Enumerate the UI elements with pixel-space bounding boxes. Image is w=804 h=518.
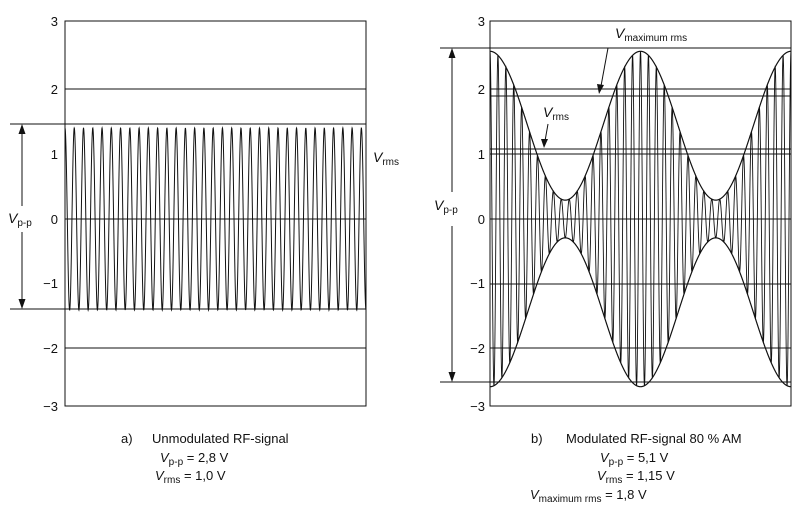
panel-b-vrms-arrow bbox=[544, 123, 549, 142]
panel-b-frame bbox=[489, 20, 792, 407]
panel-a-tick-2: 2 bbox=[51, 82, 58, 97]
panel-b-tick-neg2: −2 bbox=[470, 341, 485, 356]
panel-b-caption-letter: b) bbox=[531, 431, 543, 446]
panel-b-lower-envelope bbox=[490, 237, 791, 388]
panel-b-tick-neg3: −3 bbox=[470, 399, 485, 414]
panel-b-tick-neg1: −1 bbox=[470, 276, 485, 291]
panel-b-vmax-label: Vmaximum rms bbox=[615, 25, 687, 44]
panel-b-upper-envelope bbox=[490, 50, 791, 201]
panel-b: 3 2 1 0 −1 −2 −3 Vp-p Vmaximum rms Vrms … bbox=[434, 14, 792, 505]
panel-a-caption-title: Unmodulated RF-signal bbox=[152, 431, 289, 446]
panel-a-vpp-arrowhead-top bbox=[18, 124, 26, 134]
panel-b-vpp-arrowhead-top bbox=[448, 48, 456, 58]
panel-b-tick-2: 2 bbox=[478, 82, 485, 97]
panel-b-caption-vmax: Vmaximum rms = 1,8 V bbox=[530, 487, 647, 505]
panel-b-caption-vpp: Vp-p = 5,1 V bbox=[600, 450, 669, 468]
panel-b-vrms-label: Vrms bbox=[543, 104, 569, 123]
panel-b-vmax-arrow bbox=[600, 47, 609, 87]
panel-b-modulated-wave bbox=[489, 51, 792, 387]
panel-b-tick-1: 1 bbox=[478, 147, 485, 162]
panel-a-tick-neg1: −1 bbox=[43, 276, 58, 291]
panel-a-caption-vrms: Vrms = 1,0 V bbox=[155, 468, 226, 486]
panel-b-vrms-arrowhead bbox=[541, 139, 548, 148]
panel-b-caption-title: Modulated RF-signal 80 % AM bbox=[566, 431, 742, 446]
panel-a-tick-0: 0 bbox=[51, 212, 58, 227]
panel-a-tick-3: 3 bbox=[51, 14, 58, 29]
panel-b-vpp-arrowhead-bottom bbox=[448, 372, 456, 382]
panel-a-frame bbox=[64, 20, 367, 407]
panel-a-vpp-label: Vp-p bbox=[8, 210, 32, 229]
panel-a-tick-1: 1 bbox=[51, 147, 58, 162]
panel-b-tick-3: 3 bbox=[478, 14, 485, 29]
panel-b-label-backdrop bbox=[596, 22, 746, 44]
panel-a-tick-neg2: −2 bbox=[43, 341, 58, 356]
panel-b-tick-0: 0 bbox=[478, 212, 485, 227]
panel-b-vmax-arrowhead bbox=[597, 84, 604, 94]
panel-a-vrms-label: Vrms bbox=[373, 149, 399, 168]
panel-a-caption-vpp: Vp-p = 2,8 V bbox=[160, 450, 229, 468]
panel-a: 3 2 1 0 −1 −2 −3 Vp-p Vrms a) Unmodulate… bbox=[8, 14, 399, 486]
panel-a-vpp-arrowhead-bottom bbox=[18, 299, 26, 309]
panel-a-carrier-wave bbox=[64, 126, 367, 312]
panel-b-vpp-label: Vp-p bbox=[434, 197, 458, 216]
panel-a-caption-letter: a) bbox=[121, 431, 133, 446]
panel-b-caption-vrms: Vrms = 1,15 V bbox=[597, 468, 675, 486]
panel-a-tick-neg3: −3 bbox=[43, 399, 58, 414]
